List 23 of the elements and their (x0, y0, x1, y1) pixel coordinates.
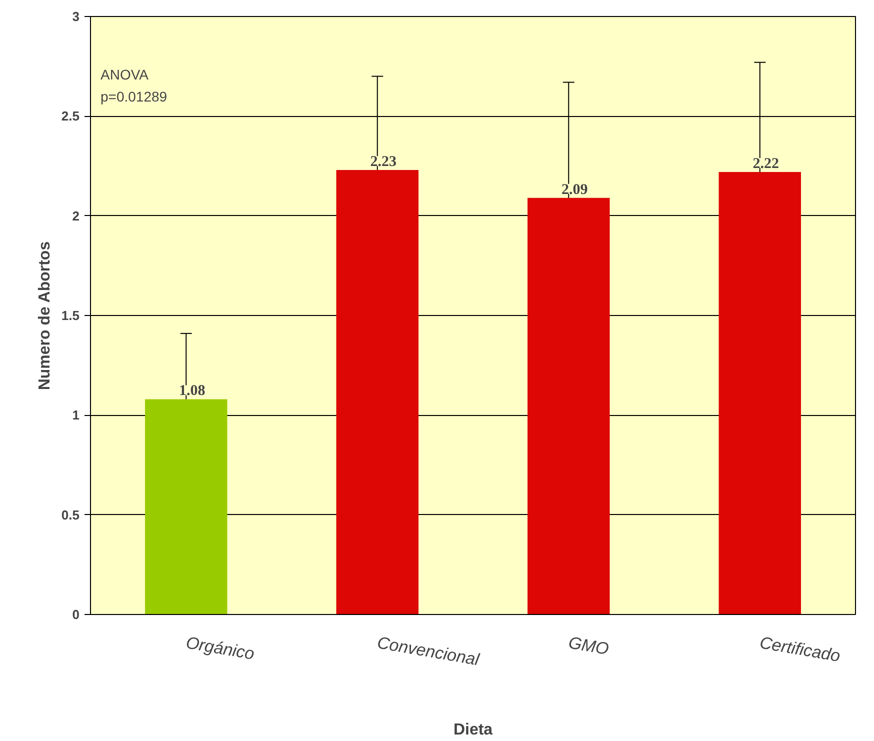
x-tick-label: Certificado (758, 633, 842, 666)
y-axis-title: Numero de Abortos (36, 241, 54, 390)
x-axis-title: Dieta (453, 722, 493, 739)
data-label: 2.23 (370, 154, 396, 170)
y-tick-label: 0 (72, 607, 80, 622)
data-label: 2.09 (562, 182, 588, 198)
y-tick-label: 2.5 (61, 108, 80, 124)
bar (718, 172, 801, 614)
bar (145, 399, 228, 614)
x-tick-label: Orgánico (184, 633, 256, 664)
y-tick-label: 0.5 (61, 507, 80, 522)
bar (336, 170, 418, 614)
y-tick-label: 1 (72, 408, 80, 423)
x-tick-label: Convencional (376, 633, 482, 670)
data-label: 1.08 (179, 383, 206, 400)
data-label: 2.22 (752, 156, 779, 172)
y-tick-label: 1.5 (61, 308, 80, 323)
annotation: p=0.01289 (100, 88, 168, 104)
x-tick-label: GMO (567, 633, 610, 659)
y-tick-label: 3 (72, 9, 80, 24)
annotation: ANOVA (100, 66, 150, 82)
bar (528, 198, 610, 614)
y-tick-label: 2 (72, 208, 80, 224)
